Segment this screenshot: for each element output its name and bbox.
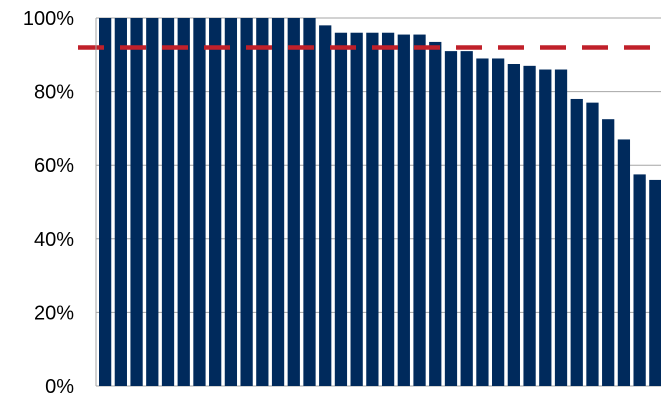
bar (177, 18, 190, 386)
bar (492, 58, 505, 386)
bar (350, 32, 363, 386)
bar (130, 18, 143, 386)
y-tick-label: 0% (45, 376, 74, 398)
bar (602, 119, 615, 386)
bar (397, 34, 410, 387)
y-tick-label: 20% (34, 302, 74, 324)
y-tick-label: 40% (34, 229, 74, 251)
bar (570, 98, 583, 387)
bar (444, 51, 458, 387)
bar (366, 32, 379, 386)
bar (413, 34, 426, 387)
bar (114, 18, 127, 386)
bar (649, 179, 661, 386)
bar (271, 18, 285, 386)
bar (240, 18, 253, 386)
bar (539, 69, 552, 387)
bar (554, 69, 568, 387)
y-tick-label: 100% (23, 8, 74, 30)
bar (99, 18, 112, 386)
bar (287, 18, 300, 386)
bar (633, 174, 646, 386)
bar (586, 102, 599, 386)
bar (224, 18, 238, 386)
bar (319, 25, 332, 387)
bars (99, 18, 661, 387)
bar (334, 32, 348, 386)
bar (303, 18, 316, 386)
bar (256, 18, 269, 386)
bar (193, 18, 206, 386)
bar (146, 18, 159, 386)
bar (460, 51, 473, 387)
bar (523, 65, 536, 386)
y-axis: 0% 20% 40% 60% 80% 100% (23, 8, 97, 398)
bar (617, 139, 631, 386)
bar (209, 18, 222, 386)
bar (507, 64, 520, 386)
bar (161, 18, 175, 386)
bar (381, 32, 395, 386)
y-tick-label: 60% (34, 155, 74, 177)
y-tick-label: 80% (34, 82, 74, 104)
bar (476, 58, 489, 386)
bar (429, 41, 442, 387)
